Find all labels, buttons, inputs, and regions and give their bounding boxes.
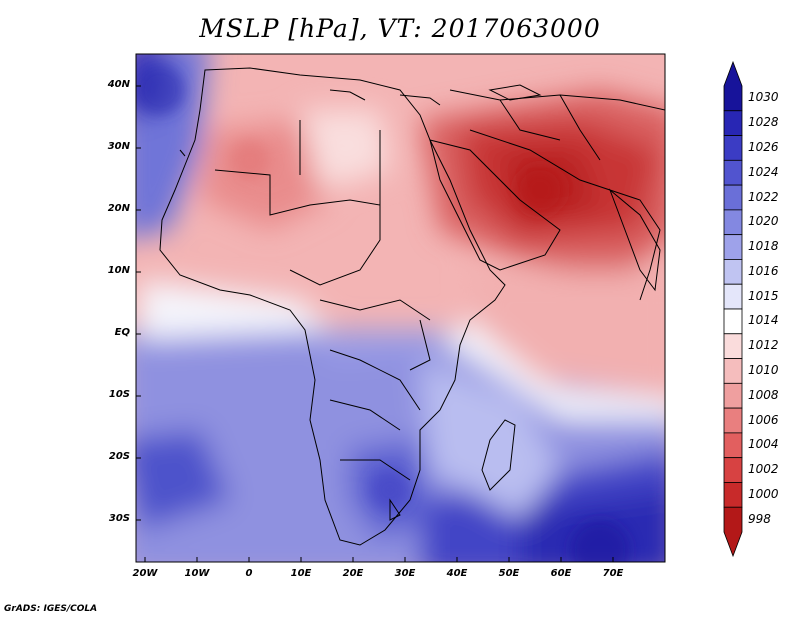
colorbar-swatch (723, 209, 743, 236)
lon-label: 60E (550, 568, 572, 579)
lat-label: 30N (107, 141, 130, 152)
colorbar-swatch (723, 234, 743, 260)
lat-label: 10S (108, 389, 130, 400)
map-title: MSLP [hPa], VT: 2017063000 (199, 14, 601, 43)
colorbar-swatch (723, 308, 743, 335)
pressure-field (136, 54, 665, 562)
colorbar-swatch (723, 432, 743, 459)
lon-label: 0 (245, 568, 253, 579)
colorbar-swatch (723, 60, 743, 112)
colorbar-swatch (723, 283, 743, 310)
colorbar-swatch (723, 506, 743, 558)
colorbar-swatch (723, 407, 743, 434)
lat-label: 20S (108, 451, 130, 462)
colorbar-swatch (723, 382, 743, 409)
colorbar-label: 1020 (748, 214, 779, 229)
colorbar-swatch (723, 333, 743, 359)
colorbar-label: 1028 (748, 115, 779, 130)
colorbar-label: 1012 (748, 338, 779, 353)
colorbar-label: 1024 (748, 164, 779, 179)
coastlines (159, 67, 665, 546)
credit-label: GrADS: IGES/COLA (4, 604, 98, 614)
lon-label: 30E (394, 568, 416, 579)
colorbar-label: 1018 (748, 239, 779, 254)
lon-label: 10E (290, 568, 312, 579)
lat-label: 30S (108, 513, 130, 524)
colorbar-label: 1006 (748, 412, 779, 427)
colorbar-label: 1022 (748, 189, 779, 204)
lat-label: 40N (107, 79, 130, 90)
colorbar-label: 1015 (748, 288, 779, 303)
colorbar-label: 1030 (748, 90, 779, 105)
lon-label: 70E (602, 568, 624, 579)
colorbar-swatch (723, 159, 743, 186)
colorbar-label: 1016 (748, 263, 779, 278)
colorbar-label: 1014 (748, 313, 779, 328)
colorbar-swatch (723, 482, 743, 508)
colorbar-swatch (723, 358, 743, 384)
colorbar-swatch (723, 184, 743, 211)
colorbar-swatch (723, 110, 743, 136)
colorbar-swatch (723, 457, 743, 483)
colorbar-label: 1008 (748, 387, 779, 402)
colorbar-label: 1000 (748, 486, 779, 501)
colorbar-swatch (723, 135, 743, 161)
lon-label: 50E (498, 568, 520, 579)
colorbar-label: 1002 (748, 462, 779, 477)
colorbar-label: 998 (748, 511, 771, 526)
plot-frame (135, 53, 666, 563)
colorbar-label: 1026 (748, 139, 779, 154)
lon-label: 20W (132, 568, 158, 579)
lat-label: 20N (107, 203, 130, 214)
lon-label: 10W (184, 568, 210, 579)
colorbar-label: 1010 (748, 362, 779, 377)
lat-label: 10N (107, 265, 130, 276)
lat-label: EQ (114, 327, 130, 338)
colorbar-label: 1004 (748, 437, 779, 452)
lon-label: 20E (342, 568, 364, 579)
lon-label: 40E (446, 568, 468, 579)
colorbar (723, 60, 743, 558)
colorbar-swatch (723, 259, 743, 285)
